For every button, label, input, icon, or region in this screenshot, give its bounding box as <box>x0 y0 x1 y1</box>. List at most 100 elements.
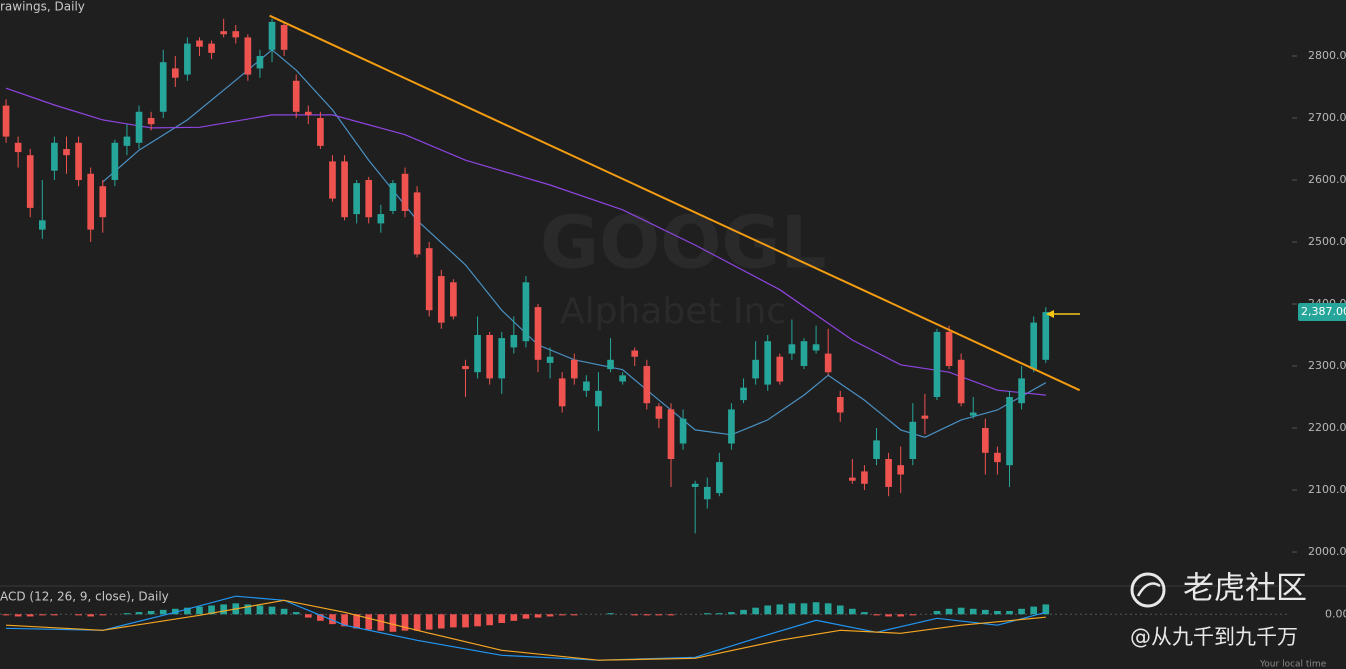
watermark-brand: 老虎社区 <box>1183 571 1307 607</box>
candle-body <box>873 440 880 460</box>
histogram-bar <box>982 609 989 615</box>
histogram-bar <box>788 603 796 615</box>
candle-body <box>1042 312 1050 360</box>
histogram-bar <box>885 614 892 617</box>
indicator-line <box>102 49 1047 438</box>
candle-body <box>292 80 300 112</box>
candle-body <box>1018 378 1025 404</box>
price-arrow-head <box>1046 310 1054 318</box>
candle-body <box>1030 322 1038 370</box>
histogram-bar <box>957 607 965 615</box>
candle-body <box>474 335 481 373</box>
candle-body <box>945 331 953 367</box>
candle-body <box>14 142 22 153</box>
candle-body <box>728 409 735 444</box>
candle-body <box>450 282 457 317</box>
histogram-bar <box>341 614 348 627</box>
y-tick-label: 2000.00 <box>1308 545 1346 558</box>
candle-body <box>836 397 844 413</box>
candle-body <box>776 356 784 382</box>
histogram-bar <box>812 602 820 615</box>
candle-body <box>679 418 687 444</box>
y-tick-label: 2500.00 <box>1308 235 1346 248</box>
candle-body <box>788 344 796 354</box>
candle-body <box>232 31 240 38</box>
candle-body <box>619 375 626 382</box>
histogram-bar <box>933 610 941 615</box>
candle-body <box>99 186 107 218</box>
histogram-bar <box>51 614 58 616</box>
y-tick-label: 0.00 <box>1325 607 1346 620</box>
histogram-bar <box>643 614 651 616</box>
candle-body <box>583 381 590 391</box>
histogram-bar <box>38 614 46 616</box>
candle-body <box>570 359 578 379</box>
candle-body <box>631 350 639 357</box>
histogram-bar <box>836 605 844 615</box>
y-tick-label: 2100.00 <box>1308 483 1346 496</box>
histogram-bar <box>1042 604 1050 615</box>
candle-body <box>256 55 264 69</box>
candle-body <box>147 117 155 125</box>
candle-body <box>341 161 348 218</box>
histogram-bar <box>99 614 107 616</box>
candle-body <box>655 406 663 419</box>
histogram-bar <box>437 614 445 629</box>
candle-body <box>764 341 772 385</box>
histogram-bar <box>413 614 421 631</box>
candle-body <box>244 37 252 75</box>
watermark-handle: @从九千到九千万 <box>1130 625 1298 649</box>
histogram-bar <box>764 605 772 615</box>
candle-body <box>462 366 469 370</box>
candle-body <box>643 366 651 404</box>
candle-body <box>268 21 276 50</box>
y-tick-label: 2300.00 <box>1308 359 1346 372</box>
histogram-bar <box>873 614 880 616</box>
candle-body <box>752 359 759 379</box>
histogram-bar <box>2 614 10 616</box>
indicator-line <box>5 595 1046 661</box>
candle-body <box>329 161 336 199</box>
histogram-bar <box>534 614 542 618</box>
histogram-bar <box>1030 606 1038 615</box>
candle-body <box>957 359 965 404</box>
candle-body <box>353 183 360 215</box>
candle-body <box>534 307 542 360</box>
candle-body <box>522 282 530 342</box>
candle-body <box>75 142 82 180</box>
histogram-bar <box>280 608 288 615</box>
candle-body <box>135 111 143 143</box>
histogram-bar <box>147 610 155 615</box>
candle-body <box>691 483 699 487</box>
candle-body <box>824 353 832 373</box>
histogram-bar <box>292 612 300 615</box>
candle-body <box>546 356 554 363</box>
candle-body <box>969 412 977 416</box>
histogram-bar <box>220 604 227 615</box>
histogram-bar <box>667 614 675 616</box>
candle-body <box>994 452 1001 463</box>
candle-body <box>413 192 421 255</box>
histogram-bar <box>897 614 905 617</box>
plot-layer: 2000.002100.002200.002300.002400.002500.… <box>0 14 1346 661</box>
candle-body <box>280 24 288 50</box>
candle-body <box>909 421 917 460</box>
candle-body <box>498 338 506 379</box>
histogram-bar <box>329 614 336 625</box>
histogram-bar <box>474 614 481 627</box>
candle-body <box>885 459 892 487</box>
candle-body <box>716 462 723 494</box>
histogram-bar <box>969 608 977 615</box>
logo-stripe <box>1136 582 1161 597</box>
histogram-bar <box>607 613 614 615</box>
histogram-bar <box>268 606 276 615</box>
histogram-bar <box>800 603 808 615</box>
histogram-bar <box>87 614 94 617</box>
candle-body <box>740 387 747 401</box>
histogram-bar <box>171 608 179 615</box>
candle-body <box>208 43 215 53</box>
y-tick-label: 2700.00 <box>1308 111 1346 124</box>
